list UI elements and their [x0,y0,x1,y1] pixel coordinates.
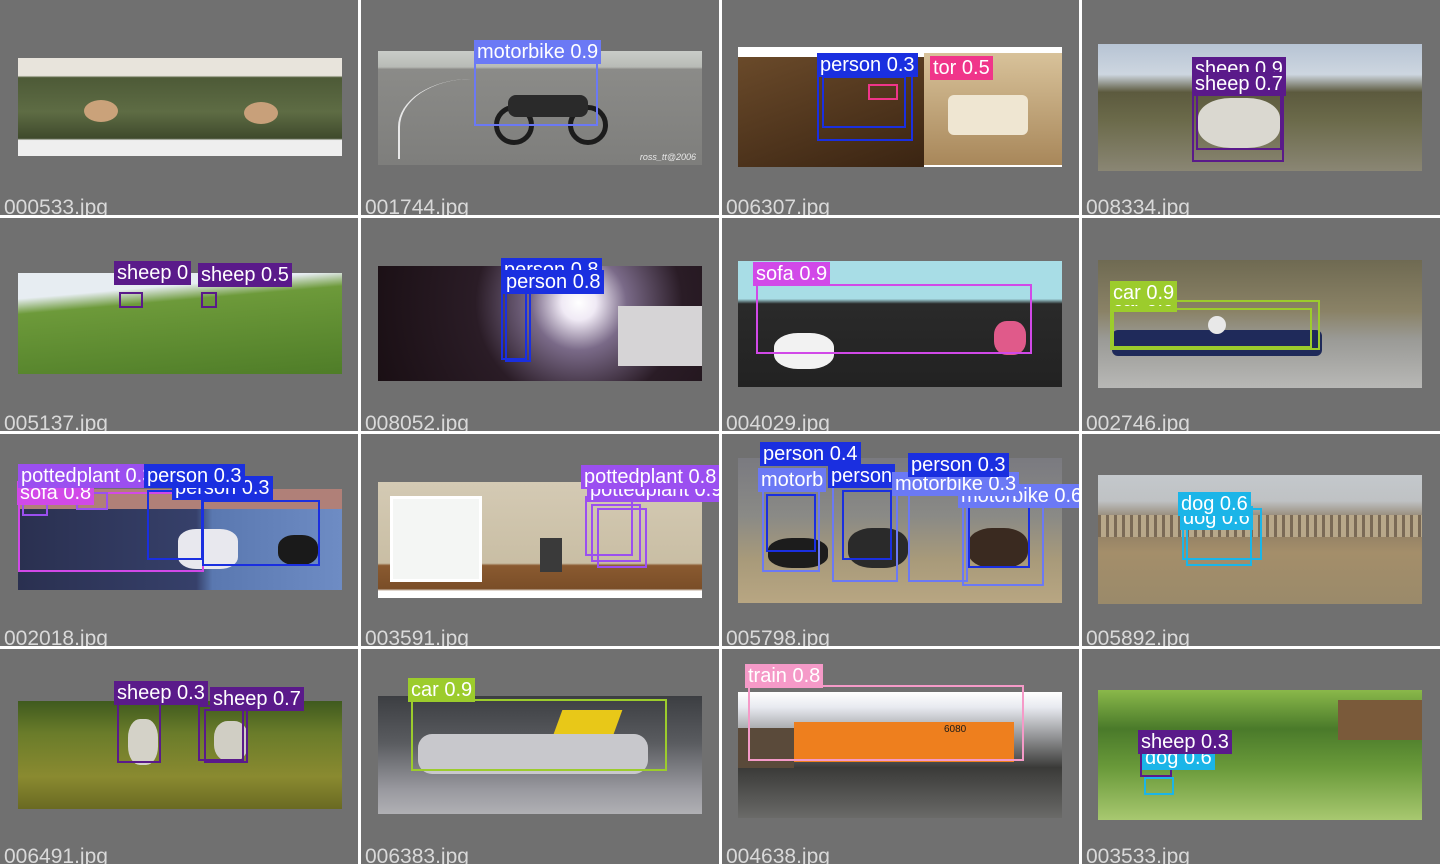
detection-box [1144,777,1174,795]
detection-box [868,84,898,100]
detection-box [591,504,641,562]
detection-label: motorb [758,468,827,492]
detection-label: person 0.4 [760,442,861,466]
detection-box [1110,300,1320,350]
detection-box [411,699,667,771]
tile-005892: dog 0.6 dog 0.6 005892.jpg [1082,434,1440,646]
detection-label: person 0.3 [817,53,918,77]
photo [18,701,342,809]
filename: 004029.jpg [726,412,830,431]
detection-label: person [828,464,896,488]
detection-box [505,290,531,362]
detection-label: sheep 0.7 [210,687,304,711]
watermark: ross_tt@2006 [639,152,696,162]
photo [1098,260,1422,388]
tile-003533: dog 0.6 sheep 0.3 003533.jpg [1082,649,1440,864]
photo: 6080 [738,692,1062,818]
filename: 002746.jpg [1086,412,1190,431]
detection-label: sofa 0.9 [753,262,831,286]
detection-box [1112,308,1312,348]
detection-label: sheep 0.3 [1138,730,1232,754]
tile-000533: 000533.jpg [0,0,358,215]
train-number: 6080 [944,724,967,735]
tile-006383: car 0.9 006383.jpg [361,649,719,864]
detection-label: dog 0.6 [1178,492,1251,516]
filename: 004638.jpg [726,845,830,864]
detection-box [842,490,892,560]
tile-006307: tor 0.5 person 0.3 006307.jpg [722,0,1079,215]
photo [378,266,702,381]
detection-label: car 0.9 [408,678,476,702]
photo [18,58,342,156]
filename: 005137.jpg [4,412,108,431]
tile-008052: person 0.8 person 0.8 008052.jpg [361,218,719,431]
tile-001744: ross_tt@2006 motorbike 0.9 001744.jpg [361,0,719,215]
photo [378,696,702,814]
detection-label: sheep 0 [114,261,192,285]
detection-box [756,284,1032,354]
tile-008334: sheep 0.9 sheep 0.7 008334.jpg [1082,0,1440,215]
detection-box [201,292,217,308]
tile-003591: pottedplant 0.9 pottedplant 0.8 003591.j… [361,434,719,646]
detection-label: motorbike 0.9 [474,40,602,64]
filename: 008334.jpg [1086,196,1190,215]
detection-label: tor 0.5 [930,56,993,80]
photo: ross_tt@2006 [378,51,702,165]
filename: 000533.jpg [4,196,108,215]
detection-box [597,508,647,568]
filename: 008052.jpg [365,412,469,431]
tile-002746: car 0.9 car 0.9 002746.jpg [1082,218,1440,431]
detection-label: car 0.9 [1110,281,1178,305]
filename: 005798.jpg [726,627,830,646]
detection-label: sheep 0.7 [1192,72,1286,96]
tile-006491: sheep 0.3 sheep 0.7 006491.jpg [0,649,358,864]
detection-label: person 0.8 [503,270,604,294]
detection-box [474,62,598,126]
filename: 006491.jpg [4,845,108,864]
photo [18,273,342,374]
photo [738,47,1062,167]
tile-005137: sheep 0 sheep 0.5 005137.jpg [0,218,358,431]
tile-002018: sofa 0.8 person 0.3 pottedplant 0.3 pers… [0,434,358,646]
detection-box [822,76,906,128]
tile-005798: motorb person motorbike 0.6 motorbike 0.… [722,434,1079,646]
detection-label: pottedplant 0.8 [581,465,719,489]
filename: 006307.jpg [726,196,830,215]
filename: 001744.jpg [365,196,469,215]
detection-label: sheep 0.3 [114,681,208,705]
detection-box [204,709,248,763]
detection-box [766,494,816,552]
detection-box [1196,90,1282,150]
detection-box [117,703,161,763]
detection-box [202,500,320,566]
detection-label: person 0.3 [908,453,1009,477]
filename: 003533.jpg [1086,845,1190,864]
filename: 006383.jpg [365,845,469,864]
filename: 005892.jpg [1086,627,1190,646]
detection-label: pottedplant 0.3 [18,464,157,488]
detection-box [147,490,203,560]
detection-box [748,685,1024,761]
detection-label: person 0.3 [144,464,245,488]
filename: 002018.jpg [4,627,108,646]
detection-label: train 0.8 [745,664,824,688]
detection-label: sheep 0.5 [198,263,292,287]
detection-box [119,292,143,308]
filename: 003591.jpg [365,627,469,646]
tile-004638: 6080 train 0.8 004638.jpg [722,649,1079,864]
tile-004029: sofa 0.9 004029.jpg [722,218,1079,431]
